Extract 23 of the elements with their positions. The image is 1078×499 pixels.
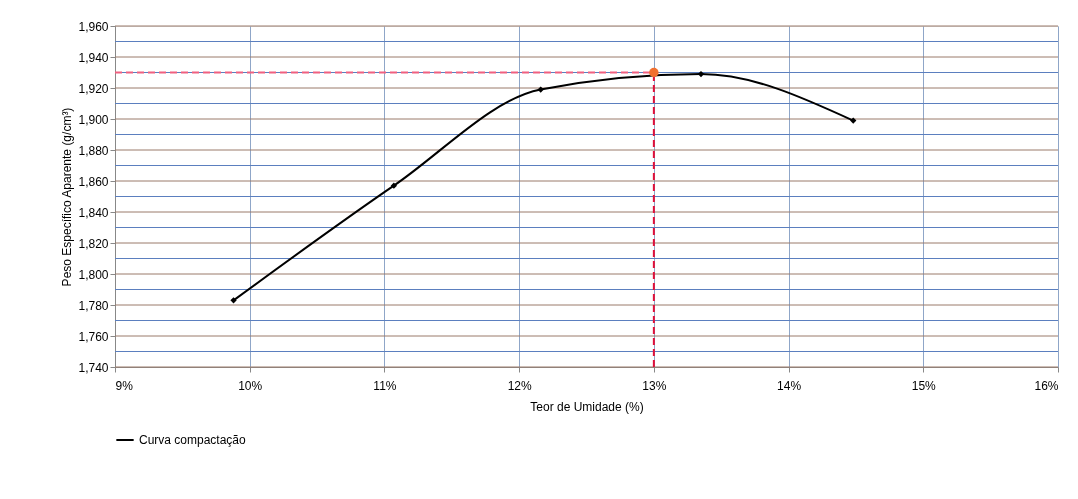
y-axis-title: Peso Específico Aparente (g/cm³) [60,107,75,287]
y-tick-label: 1,800 [78,267,109,282]
x-tick-label: 16% [1034,378,1059,393]
x-tick-label: 12% [507,378,532,393]
x-axis-title: Teor de Umidade (%) [530,399,644,414]
y-tick-label: 1,820 [78,236,109,251]
y-tick-label: 1,960 [78,19,109,34]
y-tick-label: 1,760 [78,329,109,344]
y-tick-label: 1,880 [78,143,109,158]
y-tick-label: 1,860 [78,174,109,189]
y-tick-label: 1,780 [78,298,109,313]
x-tick-label: 13% [642,378,667,393]
legend-label: Curva compactação [139,433,247,447]
y-tick-label: 1,920 [78,81,109,96]
y-tick-label: 1,740 [78,360,109,375]
x-tick-label: 14% [777,378,802,393]
y-tick-label: 1,900 [78,112,109,127]
x-tick-label: 9% [115,378,134,393]
y-tick-label: 1,940 [78,50,109,65]
y-tick-label: 1,840 [78,205,109,220]
x-tick-label: 15% [911,378,937,393]
x-tick-label: 11% [373,378,397,393]
x-tick-label: 10% [238,378,263,393]
